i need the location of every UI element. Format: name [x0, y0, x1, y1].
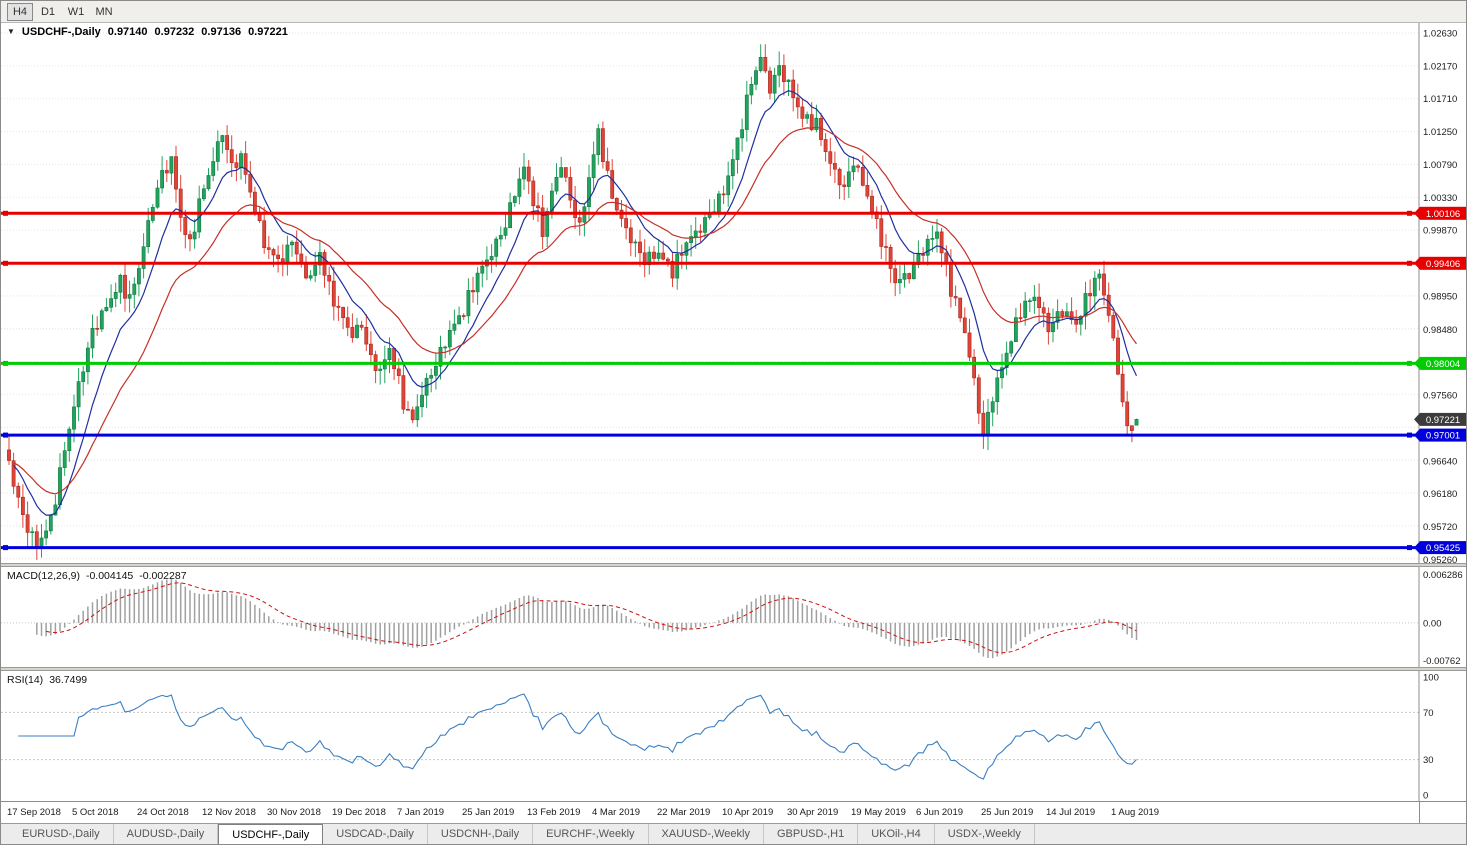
- moving-averages-layer: [13, 90, 1138, 516]
- date-label: 25 Jun 2019: [981, 807, 1034, 818]
- svg-text:0.98004: 0.98004: [1426, 359, 1460, 370]
- panel-splitter-rsi[interactable]: [1, 667, 1466, 671]
- svg-text:0.006286: 0.006286: [1423, 570, 1463, 581]
- rsi-panel: 100 70 30 0 RSI(14) 36.7499: [1, 671, 1466, 801]
- svg-text:-0.00762: -0.00762: [1423, 656, 1461, 667]
- candles-layer: [7, 44, 1139, 560]
- tab-eurchf-weekly[interactable]: EURCHF-,Weekly: [533, 824, 649, 844]
- svg-text:0.96180: 0.96180: [1423, 489, 1457, 500]
- svg-text:0.98480: 0.98480: [1423, 325, 1457, 336]
- date-label: 25 Jan 2019: [462, 807, 515, 818]
- tab-ukoil-h4[interactable]: UKOil-,H4: [858, 824, 935, 844]
- svg-text:1.00106: 1.00106: [1426, 209, 1460, 220]
- timeframe-d1-button[interactable]: D1: [35, 3, 61, 21]
- chart-tabs: EURUSD-,Daily AUDUSD-,Daily USDCHF-,Daily U…: [1, 823, 1466, 844]
- timeframe-w1-button[interactable]: W1: [63, 3, 89, 21]
- svg-text:0.99406: 0.99406: [1426, 259, 1460, 270]
- svg-text:1.02170: 1.02170: [1423, 61, 1457, 72]
- rsi-canvas[interactable]: 100 70 30 0: [1, 671, 1466, 801]
- svg-text:0.95720: 0.95720: [1423, 522, 1457, 533]
- tab-usdcnh-daily[interactable]: USDCNH-,Daily: [428, 824, 534, 844]
- date-label: 30 Nov 2018: [267, 807, 321, 818]
- svg-text:0.00: 0.00: [1423, 618, 1442, 629]
- svg-text:1.02630: 1.02630: [1423, 29, 1457, 40]
- tab-usdcad-daily[interactable]: USDCAD-,Daily: [323, 824, 428, 844]
- date-label: 22 Mar 2019: [657, 807, 711, 818]
- svg-text:30: 30: [1423, 755, 1434, 766]
- macd-canvas[interactable]: 0.006286 0.00 -0.00762: [1, 567, 1466, 667]
- svg-text:1.00330: 1.00330: [1423, 193, 1457, 204]
- svg-text:0.95425: 0.95425: [1426, 543, 1460, 554]
- date-label: 24 Oct 2018: [137, 807, 189, 818]
- tab-audusd-daily[interactable]: AUDUSD-,Daily: [114, 824, 219, 844]
- svg-text:100: 100: [1423, 673, 1439, 684]
- tab-xauusd-weekly[interactable]: XAUUSD-,Weekly: [649, 824, 764, 844]
- svg-text:0.97221: 0.97221: [1426, 415, 1460, 426]
- date-label: 6 Jun 2019: [916, 807, 964, 818]
- date-label: 10 Apr 2019: [722, 807, 774, 818]
- svg-text:70: 70: [1423, 708, 1434, 719]
- timeframe-toolbar: H4 D1 W1 MN: [1, 1, 1466, 23]
- svg-text:1.01250: 1.01250: [1423, 127, 1457, 138]
- date-label: 7 Jan 2019: [397, 807, 445, 818]
- tab-usdchf-daily[interactable]: USDCHF-,Daily: [218, 824, 324, 844]
- date-label: 19 May 2019: [851, 807, 906, 818]
- svg-text:0.95260: 0.95260: [1423, 555, 1457, 563]
- svg-text:1.00790: 1.00790: [1423, 160, 1457, 171]
- svg-text:0.96640: 0.96640: [1423, 456, 1457, 467]
- date-label: 4 Mar 2019: [592, 807, 641, 818]
- svg-text:0.97560: 0.97560: [1423, 391, 1457, 402]
- panel-splitter-macd[interactable]: [1, 563, 1466, 567]
- date-label: 14 Jul 2019: [1046, 807, 1096, 818]
- timeframe-mn-button[interactable]: MN: [91, 3, 117, 21]
- price-chart-canvas[interactable]: 1.02630 1.02170 1.01710 1.01250 1.00790 1.003…: [1, 23, 1466, 563]
- macd-panel: 0.006286 0.00 -0.00762 MACD(12,26,9) -0.00…: [1, 567, 1466, 667]
- price-chart-panel: 1.02630 1.02170 1.01710 1.01250 1.00790 1.003…: [1, 23, 1466, 563]
- date-label: 19 Dec 2018: [332, 807, 386, 818]
- date-label: 12 Nov 2018: [202, 807, 256, 818]
- date-label: 1 Aug 2019: [1111, 807, 1160, 818]
- svg-text:0.97001: 0.97001: [1426, 431, 1460, 442]
- date-label: 5 Oct 2018: [72, 807, 119, 818]
- date-label: 30 Apr 2019: [787, 807, 839, 818]
- tab-eurusd-daily[interactable]: EURUSD-,Daily: [9, 824, 114, 844]
- svg-text:0.98950: 0.98950: [1423, 291, 1457, 302]
- timeframe-h4-button[interactable]: H4: [7, 2, 33, 21]
- date-label: 13 Feb 2019: [527, 807, 581, 818]
- tab-usdx-weekly[interactable]: USDX-,Weekly: [935, 824, 1035, 844]
- svg-text:0.99870: 0.99870: [1423, 226, 1457, 237]
- tab-gbpusd-h1[interactable]: GBPUSD-,H1: [764, 824, 859, 844]
- svg-text:0: 0: [1423, 791, 1428, 802]
- date-label: 17 Sep 2018: [7, 807, 61, 818]
- time-axis: 17 Sep 2018 5 Oct 2018 24 Oct 2018 12 Nov 2…: [1, 801, 1466, 823]
- svg-text:1.01710: 1.01710: [1423, 94, 1457, 105]
